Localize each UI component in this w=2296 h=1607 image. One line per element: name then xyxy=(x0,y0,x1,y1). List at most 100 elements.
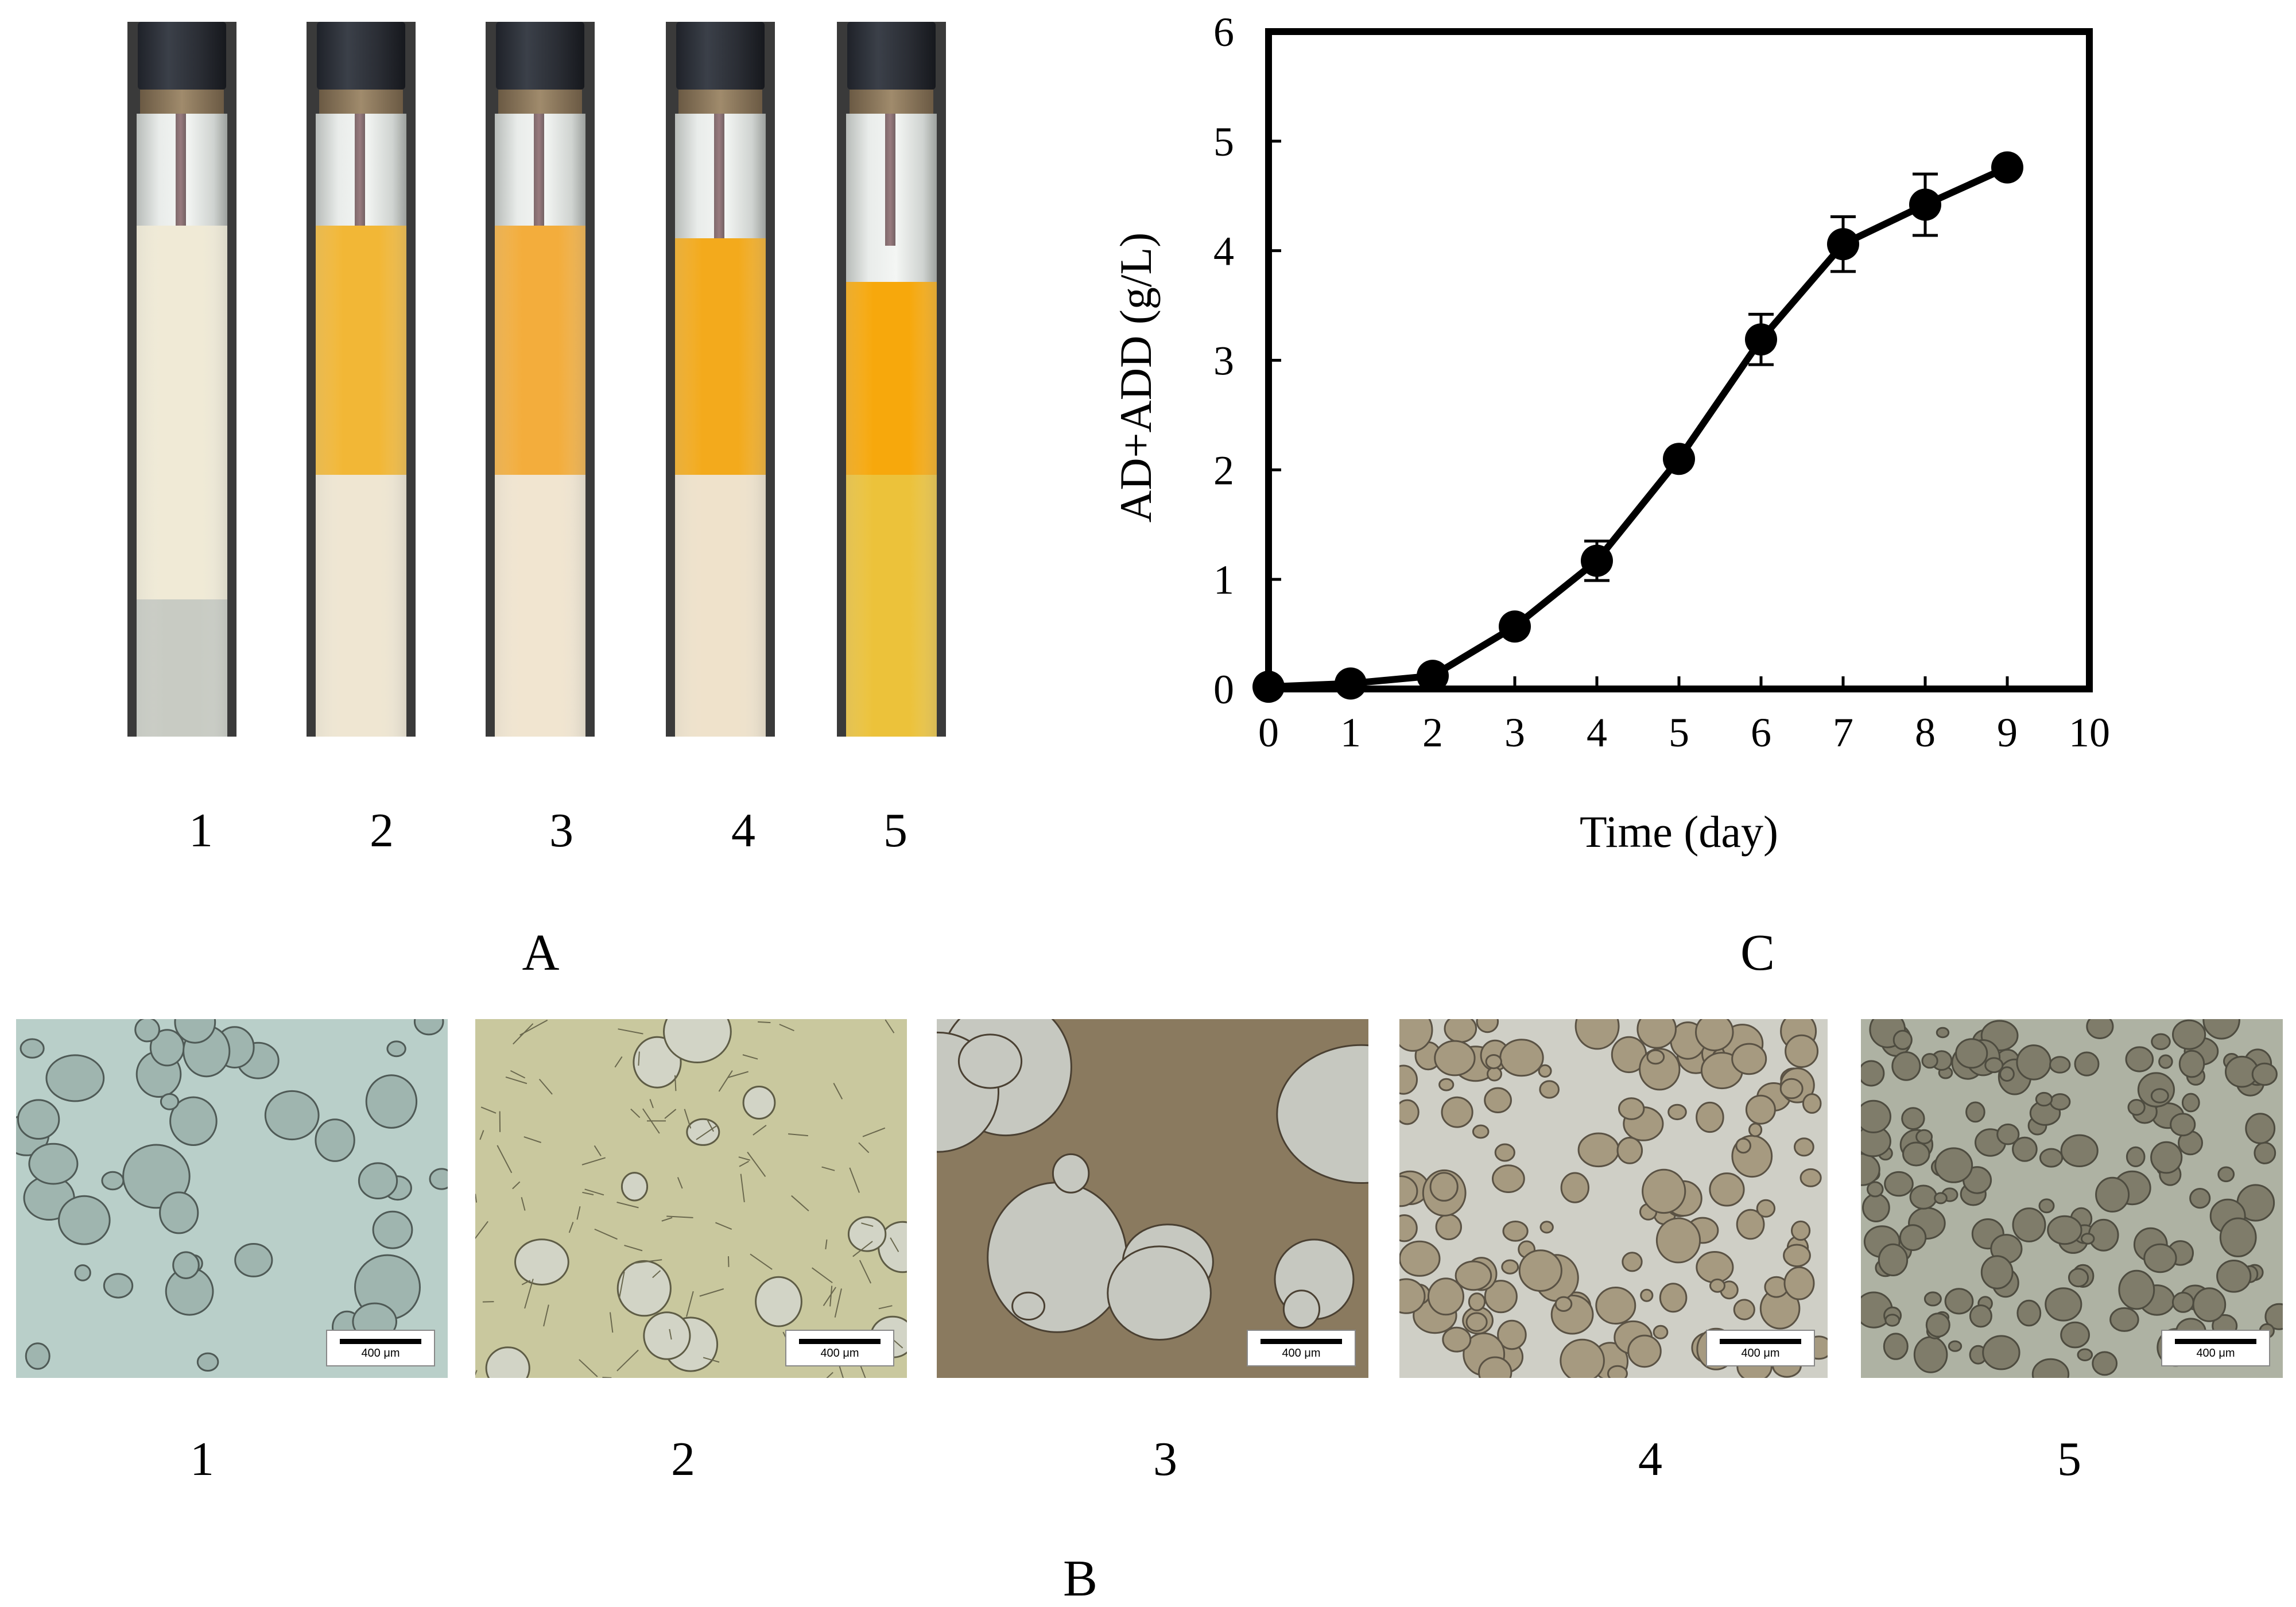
micrograph-2: 400 μm xyxy=(475,1019,907,1378)
particle xyxy=(1784,1245,1810,1267)
scale-bar-text: 400 μm xyxy=(2162,1347,2269,1360)
tube-cap xyxy=(317,22,405,90)
tube-upper-layer xyxy=(495,226,585,475)
micrograph-particles xyxy=(16,1019,448,1378)
particle xyxy=(2087,1019,2113,1039)
particle xyxy=(414,1019,443,1035)
particle xyxy=(1757,1200,1774,1217)
particle xyxy=(1734,1300,1754,1319)
particle xyxy=(1467,1313,1487,1331)
particle xyxy=(2061,1135,2097,1166)
particle xyxy=(2173,1020,2205,1049)
particle xyxy=(1623,1253,1642,1271)
crystal-needle xyxy=(617,1350,638,1371)
particle xyxy=(1863,1194,1890,1222)
particle xyxy=(1519,1250,1561,1291)
tube-lower-layer xyxy=(675,475,766,737)
particle xyxy=(1732,1044,1766,1074)
particle xyxy=(2126,1047,2153,1071)
micrograph-particles xyxy=(475,1019,907,1378)
particle xyxy=(1937,1028,1948,1037)
particle xyxy=(265,1091,319,1139)
scale-bar: 400 μm xyxy=(2161,1330,2270,1366)
x-tick-label: 9 xyxy=(1997,710,2018,756)
tube-neck xyxy=(498,90,582,114)
crystal-needle xyxy=(822,1167,835,1171)
particle xyxy=(1669,1105,1686,1119)
crystal-needle xyxy=(747,1152,765,1177)
crystal-needle xyxy=(739,1161,748,1167)
scale-bar: 400 μm xyxy=(1706,1330,1815,1366)
particle xyxy=(1900,1225,1925,1250)
particle xyxy=(1277,1045,1368,1183)
particle xyxy=(1013,1292,1045,1319)
particle xyxy=(2119,1271,2154,1309)
particle xyxy=(515,1240,569,1285)
y-tick-label: 2 xyxy=(1213,447,1234,493)
particle xyxy=(988,1183,1127,1333)
x-tick-label: 0 xyxy=(1258,710,1279,756)
particle xyxy=(1902,1108,1924,1129)
tube-label-4: 4 xyxy=(697,807,789,855)
particle xyxy=(1786,1035,1818,1067)
particle xyxy=(1647,1050,1664,1064)
particle xyxy=(26,1343,49,1369)
y-tick-label: 1 xyxy=(1213,557,1234,603)
panel-b-label: B xyxy=(1034,1553,1126,1605)
tube-upper-layer xyxy=(137,226,227,599)
scale-bar-text: 400 μm xyxy=(786,1347,893,1360)
tube-rod xyxy=(714,114,724,246)
particle xyxy=(2040,1149,2062,1167)
crystal-needle xyxy=(879,1306,893,1308)
particle xyxy=(1440,1079,1453,1090)
crystal-needle xyxy=(650,1099,653,1108)
crystal-needle xyxy=(577,1206,580,1219)
crystal-needle xyxy=(582,1157,606,1164)
crystal-needle xyxy=(685,1109,691,1129)
tube-upper-layer xyxy=(846,282,937,475)
particle xyxy=(1495,1144,1514,1161)
crystal-needle xyxy=(544,1304,549,1326)
series-line xyxy=(1269,168,2007,687)
particle xyxy=(1914,1337,1947,1373)
scale-bar-line xyxy=(799,1339,881,1344)
data-point xyxy=(1581,545,1613,577)
particle xyxy=(1657,1218,1700,1263)
scale-bar-text: 400 μm xyxy=(1707,1347,1814,1360)
crystal-needle xyxy=(662,1218,672,1221)
particle xyxy=(1697,1252,1733,1283)
crystal-needle xyxy=(825,1240,827,1249)
particle xyxy=(2179,1051,2204,1077)
particle xyxy=(160,1192,198,1233)
scale-bar: 400 μm xyxy=(1247,1330,1356,1366)
particle xyxy=(1576,1019,1619,1049)
crystal-needle xyxy=(618,1029,643,1033)
particle xyxy=(1925,1292,1941,1306)
crystal-needle xyxy=(480,1130,483,1140)
scale-bar-line xyxy=(1261,1339,1342,1344)
particle xyxy=(2219,1167,2234,1182)
crystal-needle xyxy=(678,1178,682,1188)
particle xyxy=(18,1100,59,1139)
particle xyxy=(1399,1100,1418,1124)
micrograph-label-2: 2 xyxy=(637,1435,729,1484)
particle xyxy=(2173,1293,2193,1312)
crystal-needle xyxy=(481,1107,496,1113)
particle xyxy=(1886,1315,1899,1326)
scale-bar-text: 400 μm xyxy=(1248,1347,1355,1360)
particle xyxy=(1785,1267,1814,1299)
tube-neck xyxy=(678,90,762,114)
particle xyxy=(1998,1124,2019,1144)
particle xyxy=(1945,1289,1973,1314)
particle xyxy=(2078,1349,2092,1361)
particle xyxy=(1885,1172,1913,1195)
particle xyxy=(1983,1336,2019,1369)
particle xyxy=(1910,1186,1937,1209)
particle xyxy=(2048,1216,2081,1244)
crystal-needle xyxy=(585,1189,604,1195)
particle xyxy=(1608,1366,1627,1378)
particle xyxy=(1488,1067,1502,1081)
particle xyxy=(387,1041,405,1056)
crystal-needle xyxy=(850,1168,859,1193)
sample-tube-5 xyxy=(837,22,946,737)
